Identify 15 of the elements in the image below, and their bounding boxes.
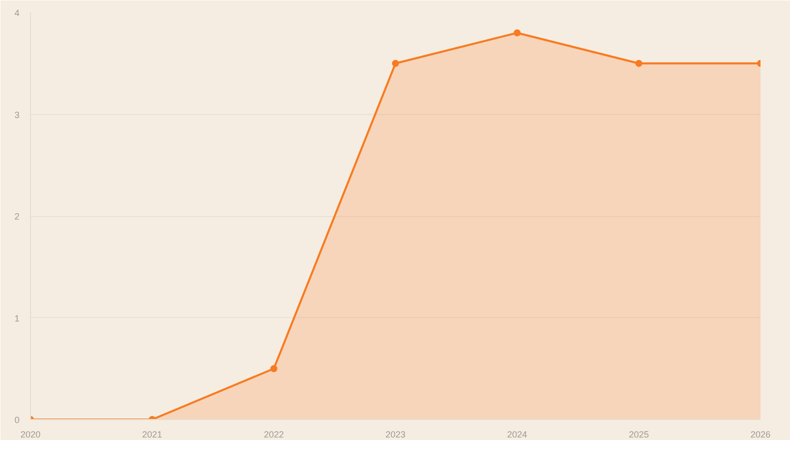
x-tick-label: 2020 [20,430,41,440]
x-tick-label: 2022 [264,430,284,440]
y-tick-label: 2 [14,212,20,222]
x-tick-label: 2023 [385,430,406,440]
y-tick-label: 3 [14,110,20,120]
y-tick-label: 0 [14,415,20,425]
point [392,60,399,67]
point [635,60,642,67]
x-tick-label: 2025 [628,430,649,440]
x-tick-label: 2026 [750,430,771,440]
x-tick-label: 2024 [507,430,528,440]
point [514,29,521,36]
x-tick-label: 2021 [142,430,162,440]
y-tick-label: 4 [14,8,20,18]
y-tick-label: 1 [14,313,20,324]
